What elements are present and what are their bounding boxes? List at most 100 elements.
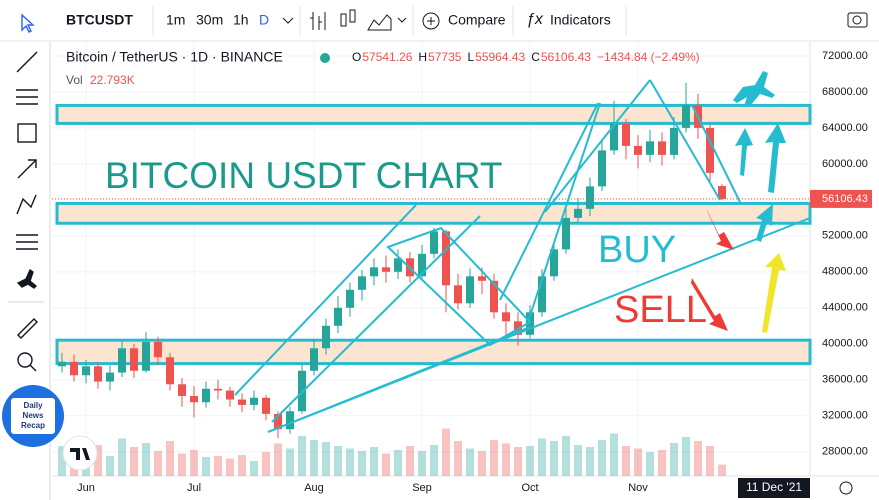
candle-body (262, 397, 270, 414)
price-axis (810, 42, 879, 500)
candle-body (202, 388, 210, 403)
volume-bar (130, 447, 138, 476)
trendline-tool[interactable] (16, 51, 38, 73)
arrows (691, 71, 786, 333)
volume-bar (370, 447, 378, 476)
volume-bar (310, 440, 318, 476)
volume-bar (490, 440, 498, 476)
candle-body (610, 123, 618, 151)
candles-icon[interactable] (340, 13, 347, 27)
volume-bar (154, 451, 162, 476)
indicators-icon[interactable]: ƒx (526, 11, 544, 28)
volume-bar (178, 453, 186, 476)
change-value: −1434.84 (−2.49%) (597, 50, 700, 64)
candle-body (382, 267, 390, 272)
candle-body (82, 366, 90, 376)
candle-body (454, 285, 462, 304)
candle-body (706, 127, 714, 173)
volume-bar (262, 452, 270, 476)
volume-bar (670, 443, 678, 476)
candle-body (130, 348, 138, 371)
volume-bar (478, 451, 486, 476)
plot-area: 28000.00 32000.00 36000.00 40000.00 44000.00… (52, 42, 879, 500)
chart-annotation: BITCOIN USDT CHART (105, 155, 502, 196)
volume-bar (598, 440, 606, 476)
interval-dropdown[interactable] (282, 17, 294, 24)
snapshot-icon[interactable] (847, 12, 868, 28)
down-arrow (691, 278, 728, 331)
price-zone (55, 201, 812, 225)
shape-tool[interactable] (17, 123, 37, 143)
indicators-button[interactable]: Indicators (550, 12, 611, 28)
channel-line (234, 204, 417, 396)
candle-body (250, 397, 258, 405)
volume-bar (538, 438, 546, 476)
candle-body (166, 357, 174, 385)
settings-icon[interactable] (839, 481, 853, 495)
candle-body (346, 289, 354, 308)
candle-body (178, 384, 186, 396)
candle-body (238, 399, 246, 405)
volume-bar (406, 446, 414, 476)
volume-bar (334, 446, 342, 476)
bars-icon[interactable] (310, 12, 326, 30)
zoom-tool[interactable] (17, 352, 33, 368)
news-logo: Daily News Recap (2, 385, 64, 447)
volume-bar (706, 446, 714, 476)
x-tick-label: Aug (304, 482, 324, 494)
drawings (234, 79, 811, 433)
annotations: BITCOIN USDT CHART BUY SELL (105, 155, 707, 331)
x-tick-label: Oct (521, 482, 538, 494)
volume-bar (658, 450, 666, 476)
area-icon[interactable] (367, 14, 392, 31)
volume-bar (694, 441, 702, 476)
cursor-tool[interactable] (21, 13, 35, 33)
channel-line (544, 79, 651, 213)
volume-bar (610, 433, 618, 476)
volume-bar (466, 448, 474, 476)
volume-bar (106, 456, 114, 476)
ruler-tool[interactable] (17, 318, 38, 339)
x-tick-label: Jul (187, 482, 201, 494)
volume-bar (442, 428, 450, 476)
pattern-tool[interactable] (16, 194, 37, 215)
candle-body (574, 208, 582, 218)
y-tick-label: 36000.00 (822, 374, 868, 386)
candle-body (358, 276, 366, 290)
y-tick-label: 72000.00 (822, 50, 868, 62)
volume-bar (274, 443, 282, 476)
symbol-button[interactable]: BTCUSDT (66, 12, 133, 28)
legend: Bitcoin / TetherUS · 1D · BINANCE O 57541… (66, 49, 700, 87)
legend-symbol: Bitcoin / TetherUS · 1D · BINANCE (66, 49, 283, 65)
compare-button[interactable]: Compare (448, 12, 506, 28)
compare-icon[interactable] (422, 12, 440, 30)
sell-annotation: SELL (614, 289, 707, 331)
compare-icon (427, 17, 435, 25)
interval-button[interactable]: 30m (196, 12, 223, 28)
candle-body (478, 276, 486, 281)
chart-type-dropdown[interactable] (397, 17, 407, 23)
buy-annotation: BUY (598, 229, 676, 271)
candle-body (622, 123, 630, 146)
candle-body (190, 395, 198, 403)
candle-body (418, 253, 426, 277)
icon-tool[interactable] (16, 268, 38, 289)
zoom-tool (29, 364, 37, 372)
wedge-line (649, 79, 721, 201)
y-tick-label: 44000.00 (822, 302, 868, 314)
candle-body (562, 217, 570, 250)
interval-button[interactable]: 1h (233, 12, 249, 28)
volume-bar (190, 450, 198, 476)
date-label: 11 Dec '21 (746, 480, 802, 494)
fib-tool[interactable] (16, 89, 38, 105)
volume-bar (142, 443, 150, 476)
channel-line (271, 215, 481, 423)
prediction-tool[interactable] (16, 234, 38, 250)
vol-value: 22.793K (90, 73, 135, 87)
arrow-tool[interactable] (17, 159, 37, 179)
interval-button[interactable]: 1m (166, 12, 185, 28)
price-zone (55, 103, 812, 125)
interval-button[interactable]: D (259, 12, 269, 28)
vol-label: Vol (66, 73, 83, 87)
